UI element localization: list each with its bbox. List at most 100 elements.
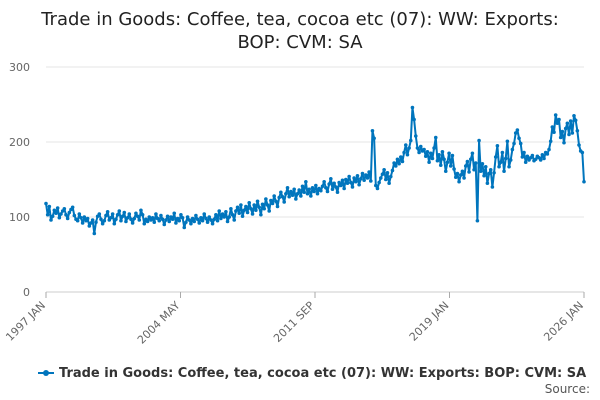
data-point[interactable]: [555, 121, 560, 126]
data-point[interactable]: [174, 221, 178, 225]
data-point[interactable]: [285, 185, 290, 190]
data-point[interactable]: [225, 219, 230, 224]
data-point[interactable]: [62, 206, 67, 211]
data-point[interactable]: [259, 212, 263, 217]
data-point[interactable]: [570, 131, 575, 135]
data-point[interactable]: [473, 161, 478, 165]
data-point[interactable]: [44, 201, 48, 206]
data-point[interactable]: [105, 209, 110, 214]
data-point[interactable]: [82, 215, 87, 219]
data-point[interactable]: [212, 217, 217, 222]
data-point[interactable]: [125, 215, 130, 220]
data-point[interactable]: [109, 215, 113, 220]
data-point[interactable]: [232, 218, 237, 222]
data-point[interactable]: [513, 131, 518, 135]
data-point[interactable]: [159, 213, 163, 218]
data-point[interactable]: [50, 214, 55, 219]
data-point[interactable]: [235, 205, 240, 210]
data-point[interactable]: [334, 185, 338, 189]
data-point[interactable]: [120, 214, 125, 219]
data-point[interactable]: [337, 180, 341, 185]
data-point[interactable]: [49, 218, 53, 222]
data-point[interactable]: [252, 203, 256, 207]
data-point[interactable]: [354, 179, 358, 184]
data-point[interactable]: [508, 158, 513, 162]
data-point[interactable]: [390, 168, 395, 173]
data-point[interactable]: [560, 129, 565, 134]
data-point[interactable]: [367, 170, 371, 174]
data-point[interactable]: [443, 169, 448, 174]
data-point[interactable]: [234, 209, 238, 213]
data-point[interactable]: [332, 181, 336, 186]
data-point[interactable]: [488, 167, 493, 172]
data-point[interactable]: [350, 185, 355, 189]
data-point[interactable]: [214, 212, 218, 217]
data-point[interactable]: [165, 214, 170, 219]
data-point[interactable]: [177, 218, 182, 223]
data-point[interactable]: [477, 138, 481, 143]
data-point[interactable]: [362, 178, 366, 183]
data-point[interactable]: [365, 176, 370, 180]
data-point[interactable]: [70, 205, 75, 210]
data-point[interactable]: [204, 216, 208, 221]
data-point[interactable]: [89, 221, 93, 225]
data-point[interactable]: [557, 117, 561, 122]
data-point[interactable]: [240, 214, 245, 219]
data-point[interactable]: [369, 179, 373, 183]
data-point[interactable]: [257, 205, 262, 210]
data-point[interactable]: [304, 179, 308, 184]
data-point[interactable]: [227, 215, 232, 219]
data-point[interactable]: [410, 105, 415, 110]
data-point[interactable]: [402, 150, 406, 155]
data-point[interactable]: [307, 187, 311, 192]
data-point[interactable]: [170, 217, 175, 222]
data-point[interactable]: [360, 171, 365, 176]
data-point[interactable]: [552, 130, 556, 135]
data-point[interactable]: [312, 189, 316, 194]
data-point[interactable]: [558, 135, 563, 140]
data-point[interactable]: [408, 138, 413, 143]
data-point[interactable]: [147, 215, 152, 219]
data-point[interactable]: [364, 173, 368, 177]
data-point[interactable]: [468, 157, 473, 162]
data-point[interactable]: [507, 164, 511, 169]
data-point[interactable]: [448, 164, 453, 168]
data-point[interactable]: [215, 218, 220, 223]
data-point[interactable]: [160, 217, 165, 222]
data-point[interactable]: [247, 200, 252, 205]
data-point[interactable]: [453, 175, 458, 180]
data-point[interactable]: [388, 174, 393, 179]
data-point[interactable]: [413, 134, 418, 138]
data-point[interactable]: [54, 211, 58, 216]
data-point[interactable]: [114, 217, 118, 222]
data-point[interactable]: [124, 219, 128, 224]
data-point[interactable]: [207, 215, 212, 219]
data-point[interactable]: [265, 203, 270, 207]
legend[interactable]: Trade in Goods: Coffee, tea, cocoa etc (…: [38, 363, 586, 383]
data-point[interactable]: [80, 221, 85, 225]
data-point[interactable]: [275, 204, 280, 209]
data-point[interactable]: [279, 190, 283, 195]
data-point[interactable]: [57, 215, 62, 220]
data-point[interactable]: [185, 215, 190, 219]
data-point[interactable]: [430, 156, 435, 161]
data-point[interactable]: [503, 156, 508, 161]
data-point[interactable]: [385, 170, 390, 175]
data-point[interactable]: [200, 218, 205, 223]
data-point[interactable]: [117, 209, 122, 213]
data-point[interactable]: [382, 167, 386, 172]
data-point[interactable]: [432, 146, 436, 150]
data-point[interactable]: [180, 215, 185, 220]
data-point[interactable]: [139, 208, 143, 213]
data-point[interactable]: [582, 179, 586, 184]
data-point[interactable]: [403, 143, 408, 147]
data-point[interactable]: [457, 179, 461, 184]
data-point[interactable]: [440, 149, 445, 154]
data-point[interactable]: [210, 221, 215, 226]
data-point[interactable]: [237, 211, 242, 216]
data-point[interactable]: [97, 212, 102, 216]
data-point[interactable]: [433, 135, 438, 140]
data-point[interactable]: [493, 155, 498, 159]
data-point[interactable]: [132, 216, 137, 221]
data-point[interactable]: [55, 206, 60, 210]
